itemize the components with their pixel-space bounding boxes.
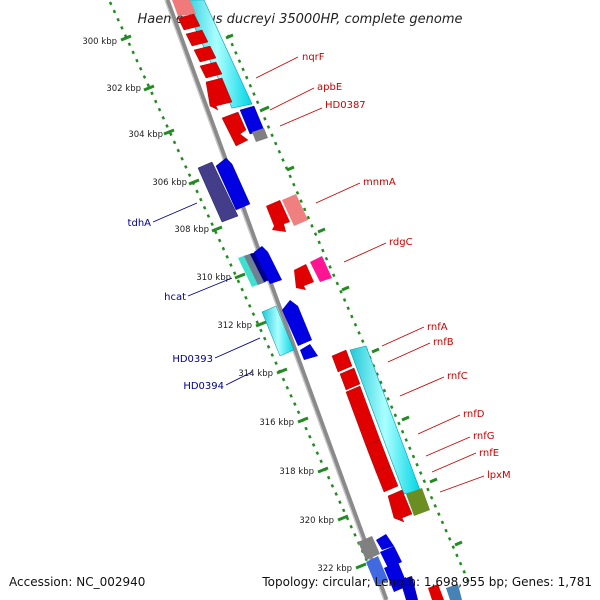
scale-label: 312 kbp <box>217 321 252 331</box>
mnmA-genes <box>266 194 308 232</box>
gene-label-tdhA: tdhA <box>128 218 152 229</box>
gene-label-HD0393: HD0393 <box>172 354 213 365</box>
scale-label: 316 kbp <box>259 418 294 428</box>
scale-label: 322 kbp <box>317 564 352 574</box>
gene-label-rnfG: rnfG <box>473 431 495 442</box>
gene-label-rnfB: rnfB <box>433 337 454 348</box>
gene-label-rdgC: rdgC <box>389 237 413 248</box>
scale-label: 310 kbp <box>196 273 231 283</box>
gene-label-rnfE: rnfE <box>479 448 499 459</box>
hcat-genes <box>238 246 282 287</box>
hd0393-genes <box>261 300 318 360</box>
gene-label-lpxM: lpxM <box>487 470 511 481</box>
gene-label-rnfC: rnfC <box>447 371 468 382</box>
right-label-lines <box>255 56 485 493</box>
lpxM-gene <box>406 488 430 516</box>
rnf-red-genes <box>331 349 413 523</box>
scale-label: 306 kbp <box>152 178 187 188</box>
scale-label: 318 kbp <box>279 467 314 477</box>
rdgC-genes <box>294 256 332 290</box>
scale-label: 320 kbp <box>299 516 334 526</box>
scale-label: 302 kbp <box>106 84 141 94</box>
red-genes-top <box>177 13 249 147</box>
outer-dotted-line <box>226 34 472 586</box>
left-labels: tdhA hcat HD0393 HD0394 <box>128 218 224 392</box>
gene-label-mnmA: mnmA <box>363 177 396 188</box>
pink-gene-top <box>172 0 196 16</box>
tdhA-genes <box>197 157 251 223</box>
genome-backbone <box>164 0 389 600</box>
gene-label-hcat: hcat <box>164 292 186 303</box>
scale-ticks <box>120 34 367 570</box>
scale-label: 304 kbp <box>128 130 163 140</box>
gene-label-HD0387: HD0387 <box>325 100 366 111</box>
gene-label-nqrF: nqrF <box>302 52 325 63</box>
accession-text: Accession: NC_002940 <box>9 575 145 589</box>
map-title: Haemophilus ducreyi 35000HP, complete ge… <box>137 12 462 27</box>
right-labels: nqrF apbE HD0387 mnmA rdgC rnfA rnfB rnf… <box>302 52 511 481</box>
gene-label-HD0394: HD0394 <box>183 381 224 392</box>
genome-summary-text: Topology: circular; Length: 1,698,955 bp… <box>261 575 592 589</box>
gene-label-rnfD: rnfD <box>463 409 485 420</box>
blue-gene-top <box>239 105 268 142</box>
scale-label: 308 kbp <box>174 225 209 235</box>
scale-label: 314 kbp <box>238 369 273 379</box>
gene-label-rnfA: rnfA <box>427 322 448 333</box>
outer-ticks <box>225 33 463 547</box>
left-label-lines <box>152 202 261 386</box>
scale-labels: 300 kbp 302 kbp 304 kbp 306 kbp 308 kbp … <box>82 37 352 574</box>
scale-label: 300 kbp <box>82 37 117 47</box>
bottom-genes <box>358 534 462 600</box>
gene-label-apbE: apbE <box>317 82 342 93</box>
